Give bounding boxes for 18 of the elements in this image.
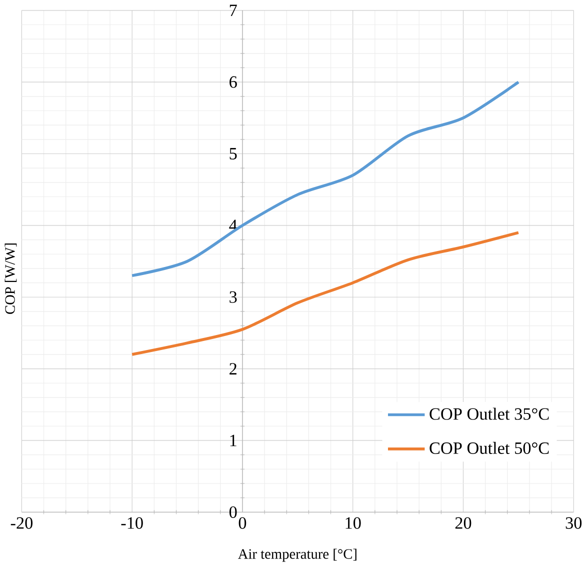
legend-label: COP Outlet 35°C: [430, 408, 549, 420]
x-tick-label: 20: [455, 517, 472, 530]
y-tick-label: 0: [229, 506, 237, 518]
x-tick-label: 0: [238, 517, 246, 530]
y-tick-label: 3: [230, 292, 237, 304]
y-axis-title: COP [W/W]: [4, 244, 17, 314]
x-tick-label: -10: [121, 517, 143, 530]
x-tick-label: 10: [346, 517, 361, 530]
y-tick-label: 7: [230, 5, 237, 16]
y-tick-label: 5: [230, 148, 237, 160]
x-tick-label: -20: [10, 517, 33, 530]
y-tick-label: 6: [230, 76, 237, 88]
legend-label: COP Outlet 50°C: [430, 442, 549, 454]
x-axis-title: Air temperature [°C]: [238, 548, 356, 562]
x-tick-label: 30: [566, 517, 582, 530]
line-series: [130, 231, 520, 356]
y-tick-label: 1: [230, 435, 236, 446]
y-tick-label: 2: [230, 363, 236, 375]
